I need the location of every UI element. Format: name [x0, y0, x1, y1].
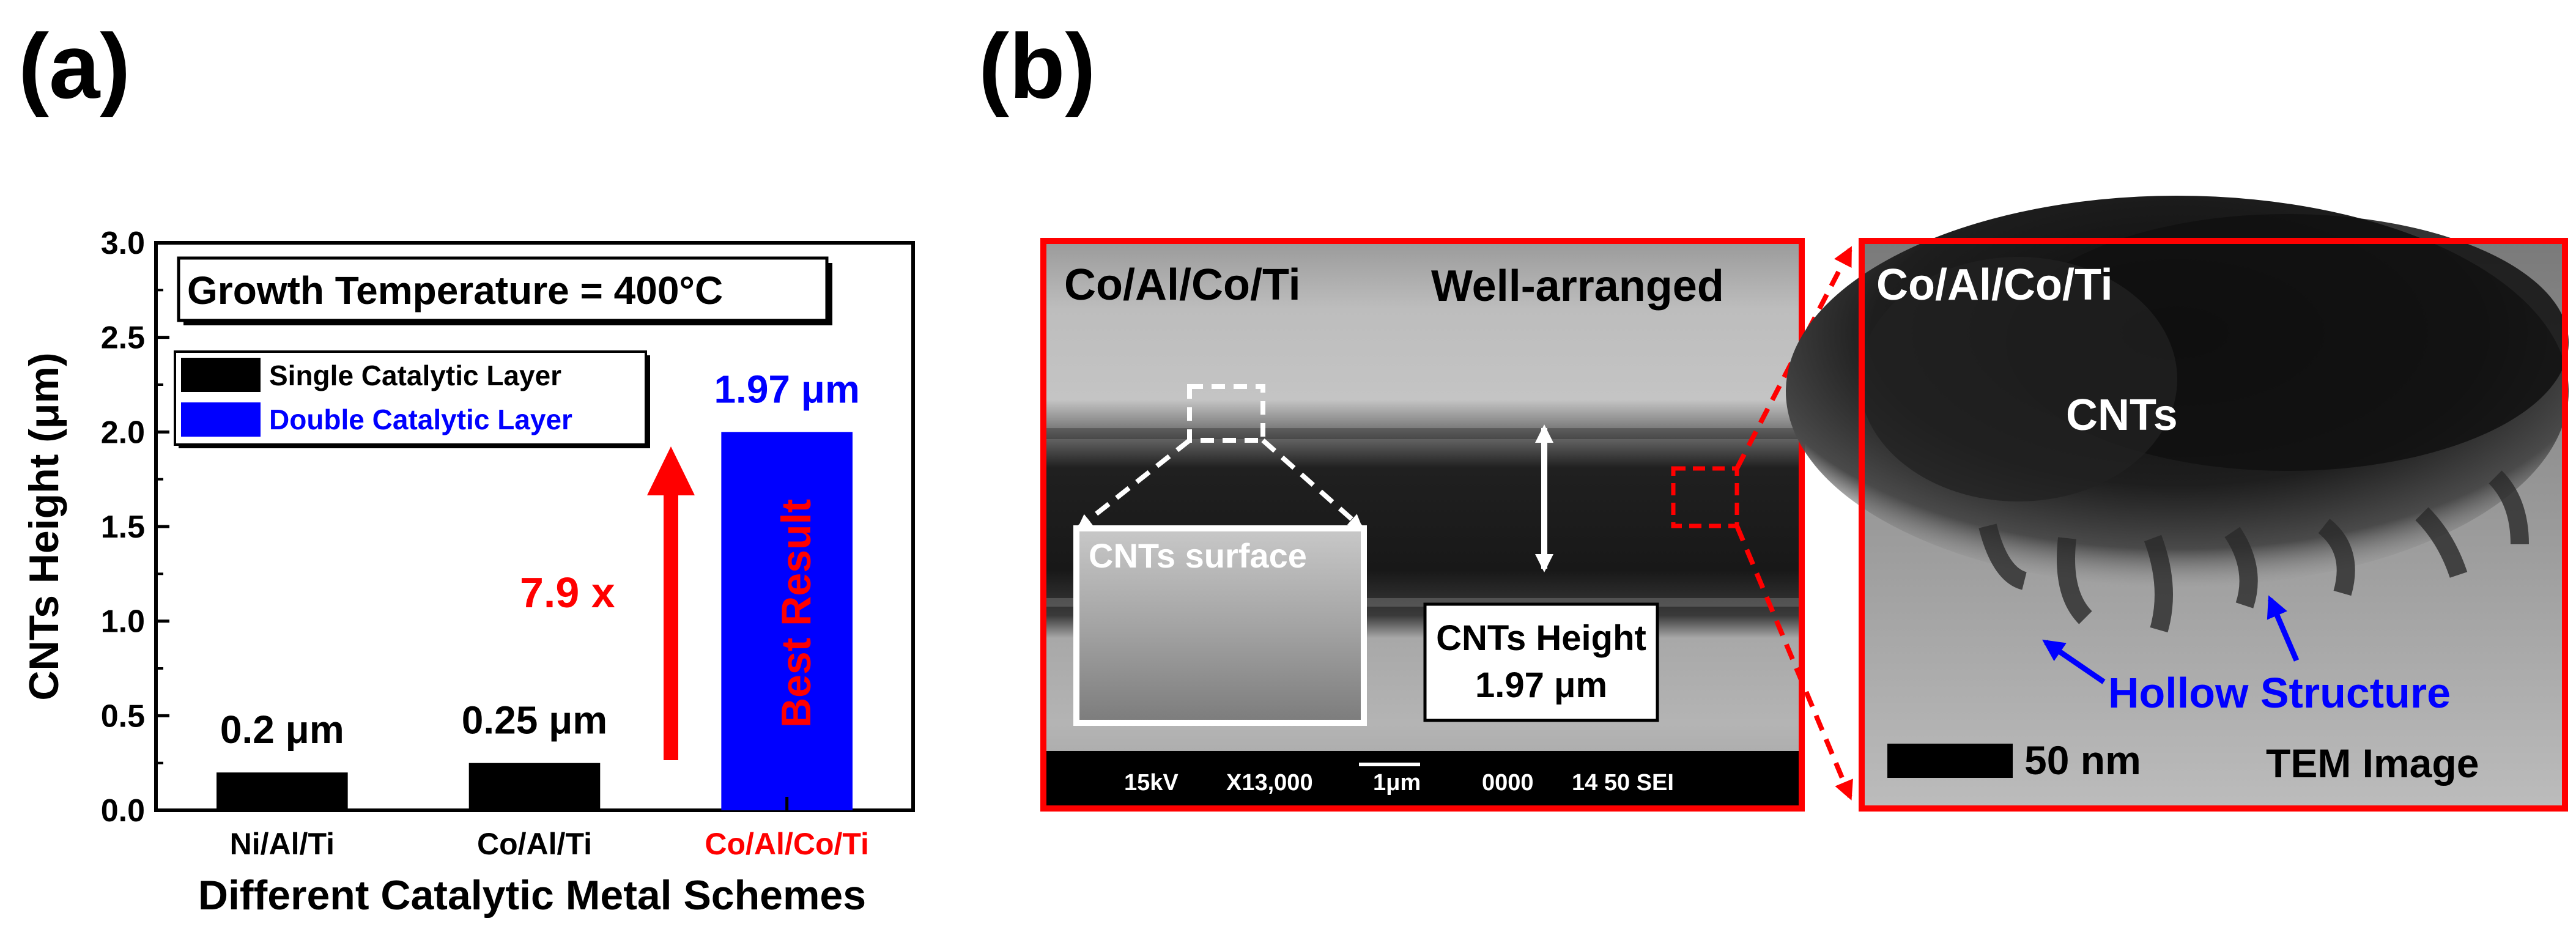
tem-image-panel: Co/Al/Co/Ti CNTs Hollow Structure 50 nm … [1786, 196, 2569, 812]
x-axis-title: Different Catalytic Metal Schemes [198, 872, 866, 919]
panel-b-label: (b) [979, 15, 1096, 117]
sem-scale-label: 1μm [1373, 770, 1421, 796]
zoom-line-left [1077, 438, 1191, 530]
y-tick-label: 1.5 [101, 509, 145, 545]
y-tick-label: 0.0 [101, 793, 145, 829]
sem-magnification: X13,000 [1226, 770, 1313, 796]
sem-image-panel: 15kV X13,000 1μm 0000 14 50 SEI Co/Al/Co… [1040, 238, 1805, 812]
sem-quality-label: Well-arranged [1431, 262, 1724, 311]
y-tick-label: 2.0 [101, 415, 145, 450]
value-labels: 0.2 μm 0.25 μm 1.97 μm [220, 367, 860, 752]
legend-label-single: Single Catalytic Layer [269, 360, 561, 391]
tem-region-marker [1671, 466, 1739, 528]
legend-shadow-bottom [179, 445, 650, 448]
legend-swatch-double [181, 402, 261, 437]
cnts-height-box [1423, 602, 1659, 722]
hollow-arrow-right [2267, 595, 2300, 662]
hollow-arrow-left [2042, 639, 2106, 684]
value-label-2: 0.25 μm [462, 698, 607, 742]
tem-image-frame [1859, 238, 2568, 812]
y-tick-label: 0.5 [101, 698, 145, 734]
sem-voltage: 15kV [1124, 770, 1179, 796]
y-axis-ticks: 0.0 0.5 1.0 1.5 2.0 2.5 3.0 [101, 226, 169, 829]
sem-tag: 14 50 SEI [1572, 770, 1674, 796]
connector-arrow-bottom [1734, 525, 1853, 801]
sem-image-frame [1040, 238, 1805, 812]
tem-cnts-label: CNTs [2066, 391, 2178, 440]
bars [217, 432, 853, 810]
cnt-tubes [1978, 470, 2529, 633]
tem-scale-bar [1887, 744, 2013, 778]
bar-chart: 0.0 0.5 1.0 1.5 2.0 2.5 3.0 0.2 μm 0.25 μm 1.97 … [21, 226, 915, 919]
connector-arrow-top [1734, 246, 1852, 470]
cnts-surface-label: CNTs surface [1089, 536, 1307, 575]
y-tick-label: 2.5 [101, 320, 145, 356]
x-axis-tick-labels: Ni/Al/Ti Co/Al/Ti Co/Al/Co/Ti [230, 827, 869, 861]
value-label-1: 0.2 μm [220, 708, 344, 752]
cnts-surface-inset [1073, 525, 1367, 726]
y-tick-label: 1.0 [101, 604, 145, 640]
legend-shadow [646, 355, 650, 448]
title-box [177, 256, 829, 322]
x-tick-label-2: Co/Al/Ti [477, 827, 592, 861]
cnt-mass-left [1859, 257, 2177, 501]
sem-code: 0000 [1482, 770, 1534, 796]
tem-scale-label: 50 nm [2024, 738, 2141, 783]
tem-caption: TEM Image [2266, 741, 2479, 786]
sem-footer-bar [1043, 751, 1802, 808]
zoom-line-right [1261, 438, 1363, 530]
sem-band-top [1043, 428, 1802, 439]
ratio-annotation: 7.9 x [520, 569, 615, 616]
sem-selection-box [1187, 384, 1265, 443]
bar-3 [721, 432, 853, 810]
best-result-annotation: Best Result [773, 499, 820, 728]
sem-sample-label: Co/Al/Co/Ti [1064, 261, 1301, 309]
y-axis-title: CNTs Height (μm) [21, 352, 67, 700]
value-label-3: 1.97 μm [714, 367, 859, 411]
cnts-height-title: CNTs Height [1436, 618, 1646, 658]
y-tick-label: 3.0 [101, 226, 145, 261]
x-tick-label-1: Ni/Al/Ti [230, 827, 335, 861]
hollow-structure-label: Hollow Structure [2108, 669, 2451, 717]
cnts-height-value: 1.97 μm [1475, 665, 1607, 705]
legend-label-double: Double Catalytic Layer [269, 404, 572, 435]
x-tick-label-3: Co/Al/Co/Ti [705, 827, 869, 861]
tem-sample-label: Co/Al/Co/Ti [1876, 261, 2113, 309]
improvement-arrow-head [647, 446, 695, 495]
title-box-shadow [827, 263, 832, 325]
legend-swatch-single [181, 358, 261, 392]
title-box-shadow-bottom [183, 320, 832, 325]
chart-title: Growth Temperature = 400°C [187, 268, 723, 313]
panel-a-label: (a) [18, 15, 130, 117]
